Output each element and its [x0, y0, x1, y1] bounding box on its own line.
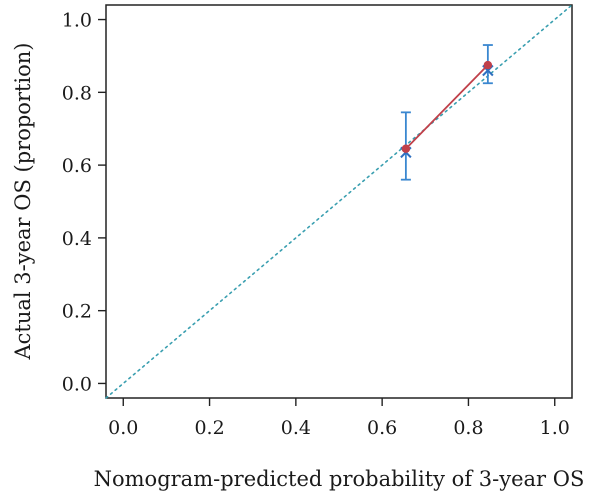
x-tick-label: 0.2	[194, 417, 224, 439]
x-tick-label: 1.0	[540, 417, 570, 439]
y-tick-label: 1.0	[62, 10, 92, 32]
y-axis: 0.0 0.2 0.4 0.6 0.8 1.0	[62, 10, 106, 395]
y-tick-label: 0.0	[62, 373, 92, 395]
plot-frame	[105, 4, 573, 399]
y-axis-title: Actual 3-year OS (proportion)	[11, 42, 35, 360]
observed-calibration-line	[405, 64, 489, 150]
plot-area	[105, 4, 573, 399]
y-tick-label: 0.4	[62, 228, 92, 250]
ideal-reference-line	[105, 4, 573, 399]
observed-point	[401, 144, 411, 153]
x-tick-label: 0.4	[281, 417, 311, 439]
y-tick-label: 0.6	[62, 155, 92, 177]
x-axis-title: Nomogram-predicted probability of 3-year…	[94, 467, 585, 491]
x-tick-label: 0.0	[108, 417, 138, 439]
observed-point	[483, 60, 493, 70]
y-tick-label: 0.2	[62, 301, 92, 323]
x-tick-label: 0.6	[367, 417, 397, 439]
x-tick-label: 0.8	[453, 417, 483, 439]
y-tick-label: 0.8	[62, 82, 92, 104]
x-axis: 0.0 0.2 0.4 0.6 0.8 1.0	[108, 398, 570, 439]
